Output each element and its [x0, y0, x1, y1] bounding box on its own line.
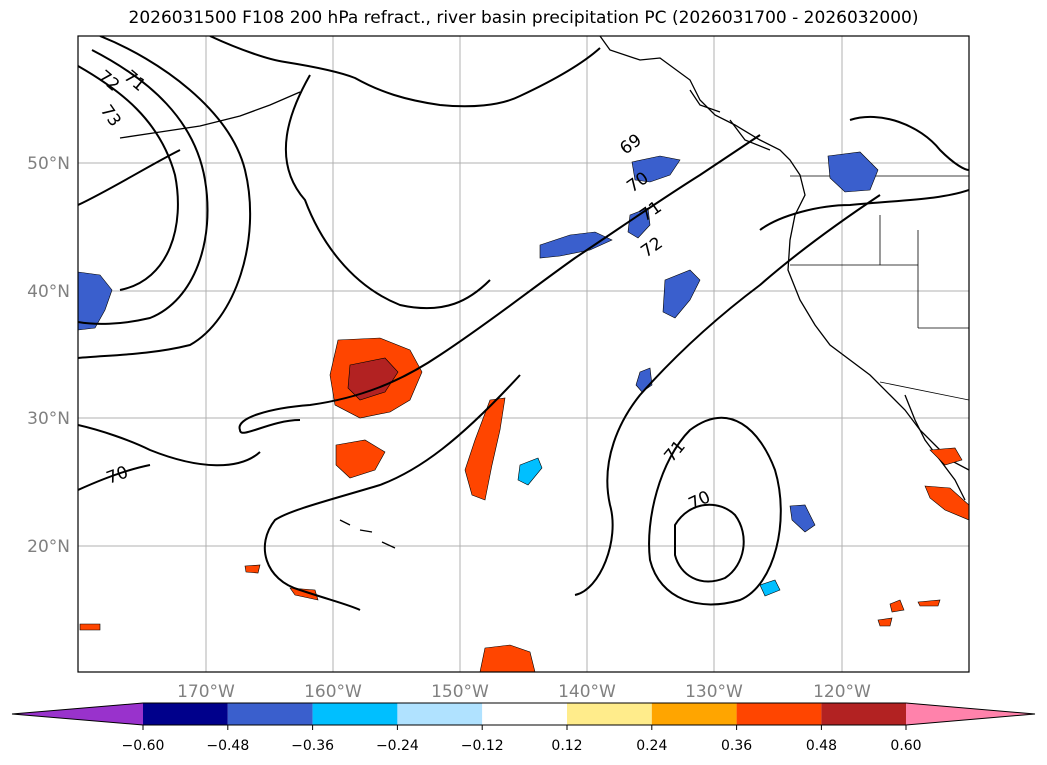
colorbar-extend-left	[12, 703, 143, 725]
colorbar: −0.60 −0.48 −0.36 −0.24 −0.12 0.12 0.24 …	[11, 702, 1036, 754]
lat-label: 40°N	[27, 282, 70, 302]
colorbar-extend-right	[906, 703, 1035, 725]
latitude-labels: 50°N 40°N 30°N 20°N	[27, 154, 70, 557]
colorbar-segment	[143, 703, 228, 725]
lon-label: 150°W	[431, 682, 489, 702]
colorbar-segment	[397, 703, 483, 725]
contour-label: 73	[96, 101, 125, 130]
map-frame	[77, 35, 970, 673]
colorbar-tick-label: −0.36	[291, 738, 334, 754]
contour-label: 70	[104, 463, 131, 489]
contour-label: 72	[637, 233, 666, 262]
colorbar-tick-label: −0.24	[376, 738, 419, 754]
colorbar-tick-label: 0.48	[806, 738, 837, 754]
colorbar-tick-label: 0.60	[890, 738, 921, 754]
lon-label: 170°W	[177, 682, 235, 702]
colorbar-segment	[567, 703, 652, 725]
map-area: 71 72 73 69 70 71 72 70 71 70	[78, 36, 969, 672]
lon-label: 120°W	[813, 682, 871, 702]
lat-label: 50°N	[27, 154, 70, 174]
refractivity-contours	[78, 36, 969, 611]
contour-label: 72	[94, 67, 123, 96]
contour-label: 71	[120, 67, 149, 96]
colorbar-tick-label: 0.24	[636, 738, 667, 754]
lon-label: 160°W	[304, 682, 362, 702]
colorbar-tick-label: 0.12	[551, 738, 582, 754]
colorbar-segment	[736, 703, 822, 725]
colorbar-tick-label: −0.12	[461, 738, 504, 754]
map-title: 2026031500 F108 200 hPa refract., river …	[128, 8, 919, 28]
gridlines	[78, 36, 969, 672]
colorbar-segment	[312, 703, 398, 725]
contour-label: 71	[661, 437, 690, 466]
precipitation-shading	[78, 151, 969, 672]
colorbar-segment	[227, 703, 313, 725]
colorbar-tick-label: −0.48	[206, 738, 249, 754]
political-borders	[790, 175, 969, 401]
contour-label: 69	[616, 130, 645, 159]
colorbar-segment	[651, 703, 737, 725]
lat-label: 20°N	[27, 537, 70, 557]
longitude-labels: 170°W 160°W 150°W 140°W 130°W 120°W	[177, 682, 871, 702]
lat-label: 30°N	[27, 409, 70, 429]
colorbar-tick-label: −0.60	[122, 738, 165, 754]
colorbar-segment	[482, 703, 567, 725]
lon-label: 130°W	[685, 682, 743, 702]
colorbar-ticks	[142, 725, 907, 730]
lon-label: 140°W	[558, 682, 616, 702]
colorbar-segment	[821, 703, 907, 725]
colorbar-tick-label: 0.36	[721, 738, 752, 754]
